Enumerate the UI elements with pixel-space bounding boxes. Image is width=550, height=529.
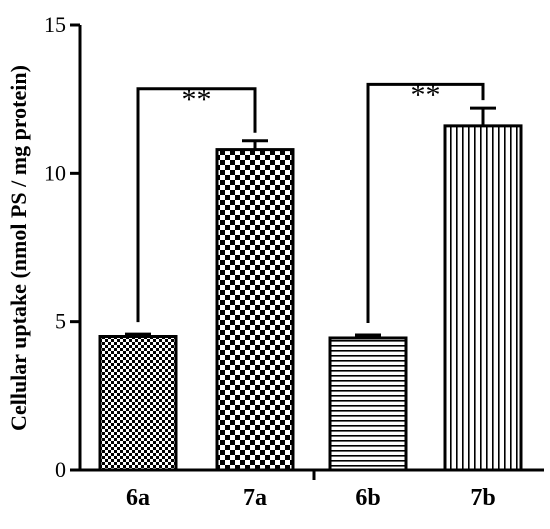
y-axis-label: Cellular uptake (nmol PS / mg protein) [6, 65, 31, 431]
plot-area: 0 5 10 15 6a 7a 6b 7b ** ** [44, 12, 544, 511]
bar-7b [443, 124, 523, 472]
significance-label-6b-7b: ** [411, 78, 441, 111]
y-tick-label-5: 5 [55, 309, 66, 334]
x-tick-label-7b: 7b [470, 485, 495, 511]
x-tick-label-6a: 6a [126, 485, 150, 511]
bar-7a [215, 148, 295, 472]
significance-bracket-6a-7a [136, 87, 257, 323]
significance-bracket-6b-7b [366, 82, 485, 324]
bar-6a [98, 335, 178, 472]
x-tick-label-7a: 7a [243, 485, 267, 511]
y-tick-label-15: 15 [44, 12, 66, 37]
x-tick-label-6b: 6b [355, 485, 380, 511]
bar-6b [328, 336, 408, 472]
y-tick-label-0: 0 [55, 457, 66, 482]
y-tick-label-10: 10 [44, 160, 66, 185]
significance-label-6a-7a: ** [182, 83, 212, 116]
